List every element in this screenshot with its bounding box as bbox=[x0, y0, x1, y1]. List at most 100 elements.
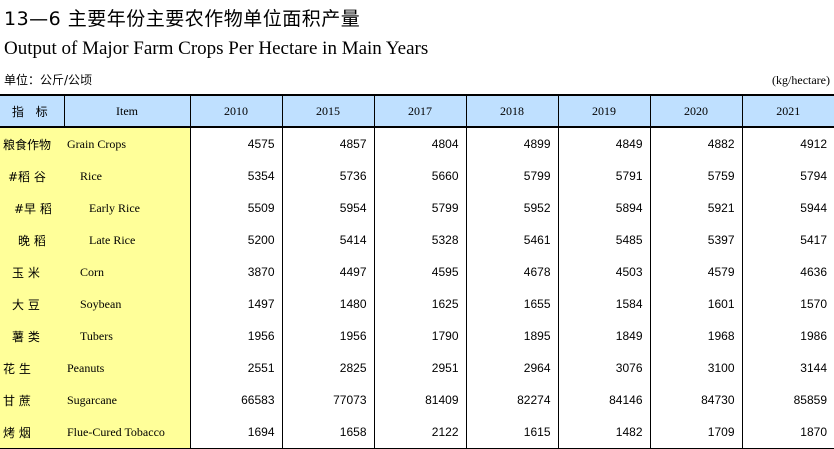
table-row: 烤 烟 Flue-Cured Tobacco 1694 1658 2122 16… bbox=[0, 416, 834, 449]
table-row: 大 豆 Soybean 1497 1480 1625 1655 1584 160… bbox=[0, 288, 834, 320]
cell-value: 1790 bbox=[373, 320, 466, 352]
table-row: 粮食作物 Grain Crops 4575 4857 4804 4899 484… bbox=[0, 127, 834, 160]
row-label-english: Late Rice bbox=[64, 224, 190, 256]
header-year: 2019 bbox=[557, 94, 650, 128]
cell-value: 5952 bbox=[465, 192, 558, 224]
row-label-chinese: 粮食作物 bbox=[0, 127, 64, 160]
row-label-chinese: #稻 谷 bbox=[0, 160, 64, 192]
crop-yield-table: 指 标 Item 2010 2015 2017 2018 2019 2020 2… bbox=[0, 94, 834, 449]
cell-value: 66583 bbox=[189, 384, 282, 416]
cell-value: 4575 bbox=[189, 127, 282, 160]
table-row: #稻 谷 Rice 5354 5736 5660 5799 5791 5759 … bbox=[0, 160, 834, 192]
cell-value: 4804 bbox=[373, 127, 466, 160]
table-row: 玉 米 Corn 3870 4497 4595 4678 4503 4579 4… bbox=[0, 256, 834, 288]
cell-value: 1956 bbox=[189, 320, 282, 352]
page-title-chinese: 13—6 主要年份主要农作物单位面积产量 bbox=[4, 8, 361, 30]
cell-value: 5894 bbox=[557, 192, 650, 224]
table-row: 晚 稻 Late Rice 5200 5414 5328 5461 5485 5… bbox=[0, 224, 834, 256]
cell-value: 4912 bbox=[741, 127, 834, 160]
page-title-english: Output of Major Farm Crops Per Hectare i… bbox=[4, 38, 429, 59]
table-row: 薯 类 Tubers 1956 1956 1790 1895 1849 1968… bbox=[0, 320, 834, 352]
cell-value: 3870 bbox=[189, 256, 282, 288]
cell-value: 1655 bbox=[465, 288, 558, 320]
row-label-chinese: 薯 类 bbox=[0, 320, 64, 352]
cell-value: 5328 bbox=[373, 224, 466, 256]
row-label-english: Corn bbox=[64, 256, 190, 288]
cell-value: 2951 bbox=[373, 352, 466, 384]
cell-value: 4857 bbox=[281, 127, 374, 160]
table-row: 甘 蔗 Sugarcane 66583 77073 81409 82274 84… bbox=[0, 384, 834, 416]
row-label-chinese: 甘 蔗 bbox=[0, 384, 64, 416]
cell-value: 1956 bbox=[281, 320, 374, 352]
cell-value: 1658 bbox=[281, 416, 374, 449]
cell-value: 1870 bbox=[741, 416, 834, 449]
header-year: 2020 bbox=[649, 94, 742, 128]
cell-value: 2964 bbox=[465, 352, 558, 384]
table-row: 花 生 Peanuts 2551 2825 2951 2964 3076 310… bbox=[0, 352, 834, 384]
cell-value: 4595 bbox=[373, 256, 466, 288]
header-item-english: Item bbox=[63, 94, 190, 128]
header-year: 2010 bbox=[189, 94, 282, 128]
cell-value: 5354 bbox=[189, 160, 282, 192]
cell-value: 2551 bbox=[189, 352, 282, 384]
cell-value: 77073 bbox=[281, 384, 374, 416]
row-label-english: Peanuts bbox=[64, 352, 190, 384]
cell-value: 5799 bbox=[373, 192, 466, 224]
cell-value: 5200 bbox=[189, 224, 282, 256]
row-label-english: Tubers bbox=[64, 320, 190, 352]
cell-value: 3076 bbox=[557, 352, 650, 384]
cell-value: 5799 bbox=[465, 160, 558, 192]
cell-value: 1694 bbox=[189, 416, 282, 449]
cell-value: 4579 bbox=[649, 256, 742, 288]
table-header-row: 指 标 Item 2010 2015 2017 2018 2019 2020 2… bbox=[0, 94, 834, 128]
row-label-english: Soybean bbox=[64, 288, 190, 320]
cell-value: 4636 bbox=[741, 256, 834, 288]
cell-value: 1895 bbox=[465, 320, 558, 352]
cell-value: 4899 bbox=[465, 127, 558, 160]
cell-value: 4849 bbox=[557, 127, 650, 160]
row-label-english: Early Rice bbox=[64, 192, 190, 224]
cell-value: 85859 bbox=[741, 384, 834, 416]
cell-value: 5954 bbox=[281, 192, 374, 224]
row-label-chinese: 玉 米 bbox=[0, 256, 64, 288]
header-year: 2018 bbox=[465, 94, 558, 128]
table-row: #早 稻 Early Rice 5509 5954 5799 5952 5894… bbox=[0, 192, 834, 224]
cell-value: 4678 bbox=[465, 256, 558, 288]
cell-value: 1986 bbox=[741, 320, 834, 352]
cell-value: 1625 bbox=[373, 288, 466, 320]
unit-label-english: (kg/hectare) bbox=[772, 73, 830, 87]
cell-value: 1480 bbox=[281, 288, 374, 320]
cell-value: 5461 bbox=[465, 224, 558, 256]
row-label-english: Flue-Cured Tobacco bbox=[64, 416, 190, 449]
cell-value: 2122 bbox=[373, 416, 466, 449]
row-label-english: Rice bbox=[64, 160, 190, 192]
cell-value: 5509 bbox=[189, 192, 282, 224]
row-label-chinese: 晚 稻 bbox=[0, 224, 64, 256]
cell-value: 5944 bbox=[741, 192, 834, 224]
cell-value: 5759 bbox=[649, 160, 742, 192]
cell-value: 3100 bbox=[649, 352, 742, 384]
unit-label-chinese: 单位：公斤/公顷 bbox=[4, 73, 93, 87]
cell-value: 1482 bbox=[557, 416, 650, 449]
row-label-chinese: 花 生 bbox=[0, 352, 64, 384]
row-label-chinese: 大 豆 bbox=[0, 288, 64, 320]
cell-value: 5397 bbox=[649, 224, 742, 256]
header-year: 2021 bbox=[741, 94, 834, 128]
cell-value: 4497 bbox=[281, 256, 374, 288]
cell-value: 81409 bbox=[373, 384, 466, 416]
row-label-chinese: 烤 烟 bbox=[0, 416, 64, 449]
row-label-chinese: #早 稻 bbox=[0, 192, 64, 224]
cell-value: 1615 bbox=[465, 416, 558, 449]
cell-value: 3144 bbox=[741, 352, 834, 384]
cell-value: 5417 bbox=[741, 224, 834, 256]
cell-value: 5414 bbox=[281, 224, 374, 256]
cell-value: 1849 bbox=[557, 320, 650, 352]
header-item-chinese: 指 标 bbox=[0, 94, 64, 128]
cell-value: 1497 bbox=[189, 288, 282, 320]
cell-value: 5791 bbox=[557, 160, 650, 192]
cell-value: 1601 bbox=[649, 288, 742, 320]
cell-value: 82274 bbox=[465, 384, 558, 416]
row-label-english: Sugarcane bbox=[64, 384, 190, 416]
cell-value: 84730 bbox=[649, 384, 742, 416]
cell-value: 5736 bbox=[281, 160, 374, 192]
